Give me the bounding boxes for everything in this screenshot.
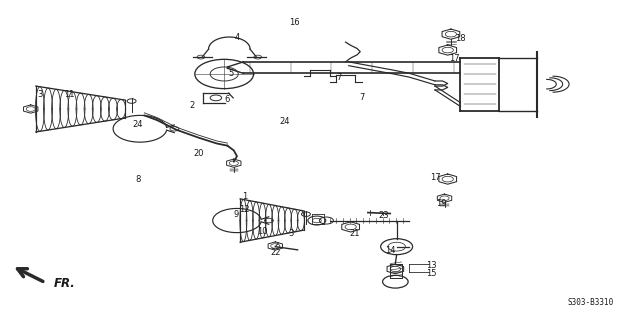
Text: 17: 17 bbox=[429, 173, 440, 182]
Text: 23: 23 bbox=[378, 211, 389, 220]
Text: 5: 5 bbox=[228, 69, 233, 78]
Text: 2: 2 bbox=[189, 101, 195, 110]
Text: 3: 3 bbox=[38, 90, 43, 99]
Text: FR.: FR. bbox=[54, 277, 76, 290]
Text: 10: 10 bbox=[257, 227, 268, 236]
Text: 20: 20 bbox=[193, 149, 204, 158]
Text: 3: 3 bbox=[289, 229, 294, 238]
Text: 12: 12 bbox=[239, 205, 250, 214]
Text: 7: 7 bbox=[359, 93, 364, 102]
Text: 14: 14 bbox=[385, 246, 396, 255]
Text: 16: 16 bbox=[289, 19, 300, 28]
Text: S303-B3310: S303-B3310 bbox=[568, 298, 614, 307]
Text: 21: 21 bbox=[350, 229, 360, 238]
Text: 13: 13 bbox=[426, 261, 437, 270]
Text: 15: 15 bbox=[426, 268, 437, 278]
Text: 6: 6 bbox=[225, 95, 230, 104]
Text: 22: 22 bbox=[270, 248, 280, 257]
Text: 4: 4 bbox=[234, 33, 239, 42]
Text: 9: 9 bbox=[233, 210, 238, 219]
Text: 18: 18 bbox=[455, 35, 466, 44]
Text: 24: 24 bbox=[280, 117, 290, 126]
Text: 7: 7 bbox=[337, 73, 342, 82]
Text: 24: 24 bbox=[132, 120, 143, 130]
Text: 1: 1 bbox=[242, 192, 247, 201]
Text: 8: 8 bbox=[135, 175, 141, 184]
Text: 11: 11 bbox=[65, 90, 75, 99]
Text: 17: 17 bbox=[449, 53, 460, 62]
Text: 19: 19 bbox=[436, 198, 447, 207]
